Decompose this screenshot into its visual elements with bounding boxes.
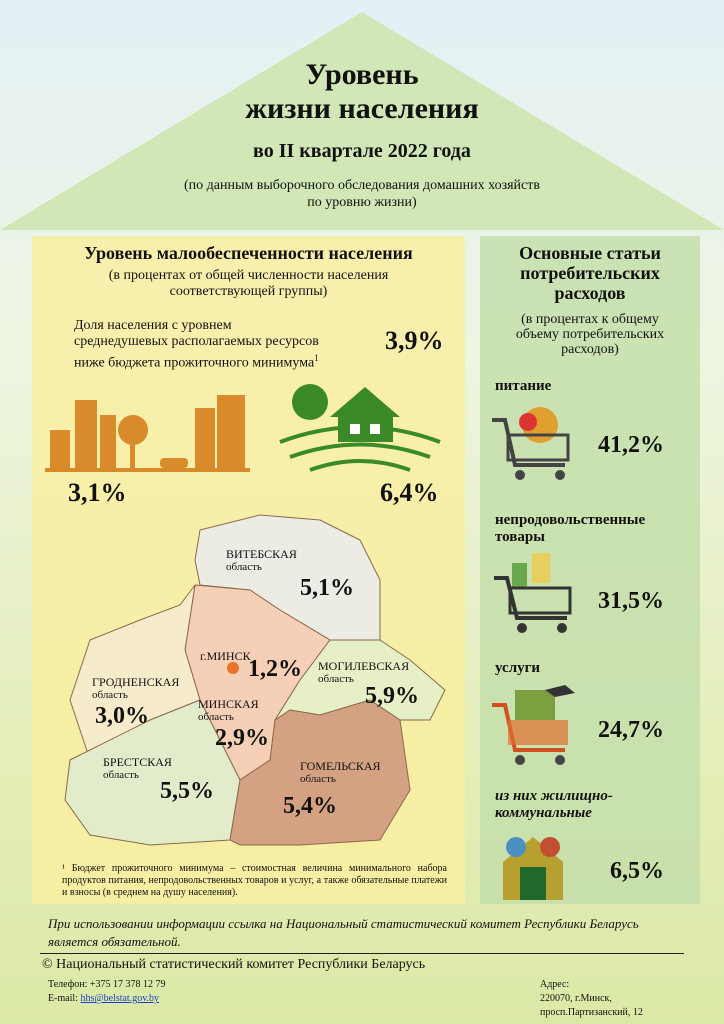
village-house-icon bbox=[279, 384, 441, 472]
expense-value-services: 24,7% bbox=[598, 717, 664, 743]
minsk-city-marker bbox=[227, 662, 239, 674]
citation-line: При использовании информации ссылка на Н… bbox=[48, 916, 639, 931]
poverty-subtitle: (в процентах от общей численности населе… bbox=[32, 268, 465, 300]
expense-label-utilities: из них жилищно-коммунальные bbox=[495, 788, 613, 821]
region-value-mogilev: 5,9% bbox=[365, 683, 419, 709]
subtitle: во II квартале 2022 года bbox=[253, 140, 471, 162]
expense-value-food: 41,2% bbox=[598, 432, 664, 458]
map-region-gomel bbox=[229, 699, 411, 846]
title-line: расходов bbox=[554, 283, 626, 303]
region-label-vitebsk: ВИТЕБСКАЯ область bbox=[226, 547, 297, 573]
subtitle-line: объему потребительских bbox=[515, 327, 665, 342]
title-line: Основные статьи bbox=[519, 243, 661, 263]
expenses-title: Основные статьи потребительских расходов bbox=[480, 243, 700, 303]
phone: Телефон: +375 17 378 12 79 bbox=[48, 979, 166, 990]
source-note-1: (по данным выборочного обследования дома… bbox=[184, 178, 540, 193]
poverty-title: Уровень малообеспеченности населения bbox=[84, 243, 413, 263]
address-line: просп.Партизанский, 12 bbox=[540, 1007, 643, 1018]
expense-value-nonfood: 31,5% bbox=[598, 588, 664, 614]
email-label: E-mail: bbox=[48, 993, 81, 1004]
share-line: ниже бюджета прожиточного минимума bbox=[74, 355, 315, 371]
share-line: Доля населения с уровнем bbox=[74, 318, 232, 333]
roof-background bbox=[0, 12, 724, 230]
region-value-gomel: 5,4% bbox=[283, 793, 337, 819]
subtitle-line: расходов) bbox=[561, 342, 619, 357]
email-link[interactable]: hhs@belstat.gov.by bbox=[80, 993, 160, 1004]
region-value-grodno: 3,0% bbox=[95, 703, 149, 729]
region-label-grodno: ГРОДНЕНСКАЯ область bbox=[92, 675, 180, 701]
region-value-brest: 5,5% bbox=[160, 778, 214, 804]
subtitle-line: (в процентах к общему bbox=[521, 312, 659, 327]
city-icon bbox=[45, 395, 250, 472]
footnote-ref: 1 bbox=[314, 353, 319, 363]
subtitle-line: соответствующей группы) bbox=[169, 284, 328, 299]
services-cart-icon bbox=[492, 685, 575, 765]
footnote: ¹ Бюджет прожиточного минимума – стоимос… bbox=[62, 863, 447, 898]
expense-label-food: питание bbox=[495, 378, 552, 394]
title-line1: Уровень bbox=[305, 58, 419, 91]
utilities-house-icon bbox=[503, 837, 563, 900]
region-label-minsk-city: г.МИНСК bbox=[200, 649, 251, 663]
citation-line: является обязательной. bbox=[48, 934, 181, 949]
citation-note: При использовании информации ссылка на Н… bbox=[48, 915, 639, 951]
region-label-mogilev: МОГИЛЕВСКАЯ область bbox=[318, 659, 410, 685]
goods-cart-icon bbox=[494, 553, 572, 633]
expense-label-services: услуги bbox=[495, 660, 541, 676]
divider bbox=[40, 953, 684, 954]
share-line: среднедушевых располагаемых ресурсов bbox=[74, 334, 319, 349]
address: Адрес: 220070, г.Минск, просп.Партизанский… bbox=[540, 978, 643, 1020]
expense-label-nonfood: непродовольственные товары bbox=[495, 512, 646, 545]
food-cart-icon bbox=[492, 407, 570, 480]
share-value: 3,9% bbox=[385, 326, 444, 355]
copyright: © Национальный статистический комитет Ре… bbox=[42, 957, 426, 972]
contacts: Телефон: +375 17 378 12 79 E-mail: hhs@be… bbox=[48, 978, 165, 1006]
map-region-grodno bbox=[69, 584, 201, 761]
address-line: Адрес: bbox=[540, 979, 570, 990]
address-line: 220070, г.Минск, bbox=[540, 993, 612, 1004]
region-label-gomel: ГОМЕЛЬСКАЯ область bbox=[300, 759, 381, 785]
source-note-2: по уровню жизни) bbox=[307, 195, 417, 210]
region-label-brest: БРЕСТСКАЯ область bbox=[103, 755, 172, 781]
title-line2: жизни населения bbox=[245, 92, 479, 125]
subtitle-line: (в процентах от общей численности населе… bbox=[108, 268, 389, 283]
region-value-minsk-region: 2,9% bbox=[215, 725, 269, 751]
share-label: Доля населения с уровнем среднедушевых ра… bbox=[74, 318, 319, 372]
region-label-minsk-region: МИНСКАЯ область bbox=[198, 697, 259, 723]
region-value-minsk-city: 1,2% bbox=[248, 656, 302, 682]
rural-value: 6,4% bbox=[380, 478, 439, 507]
region-value-vitebsk: 5,1% bbox=[300, 575, 354, 601]
expense-value-utilities: 6,5% bbox=[610, 858, 664, 884]
title-line: потребительских bbox=[520, 263, 660, 283]
urban-value: 3,1% bbox=[68, 478, 127, 507]
expenses-subtitle: (в процентах к общему объему потребительс… bbox=[480, 312, 700, 357]
